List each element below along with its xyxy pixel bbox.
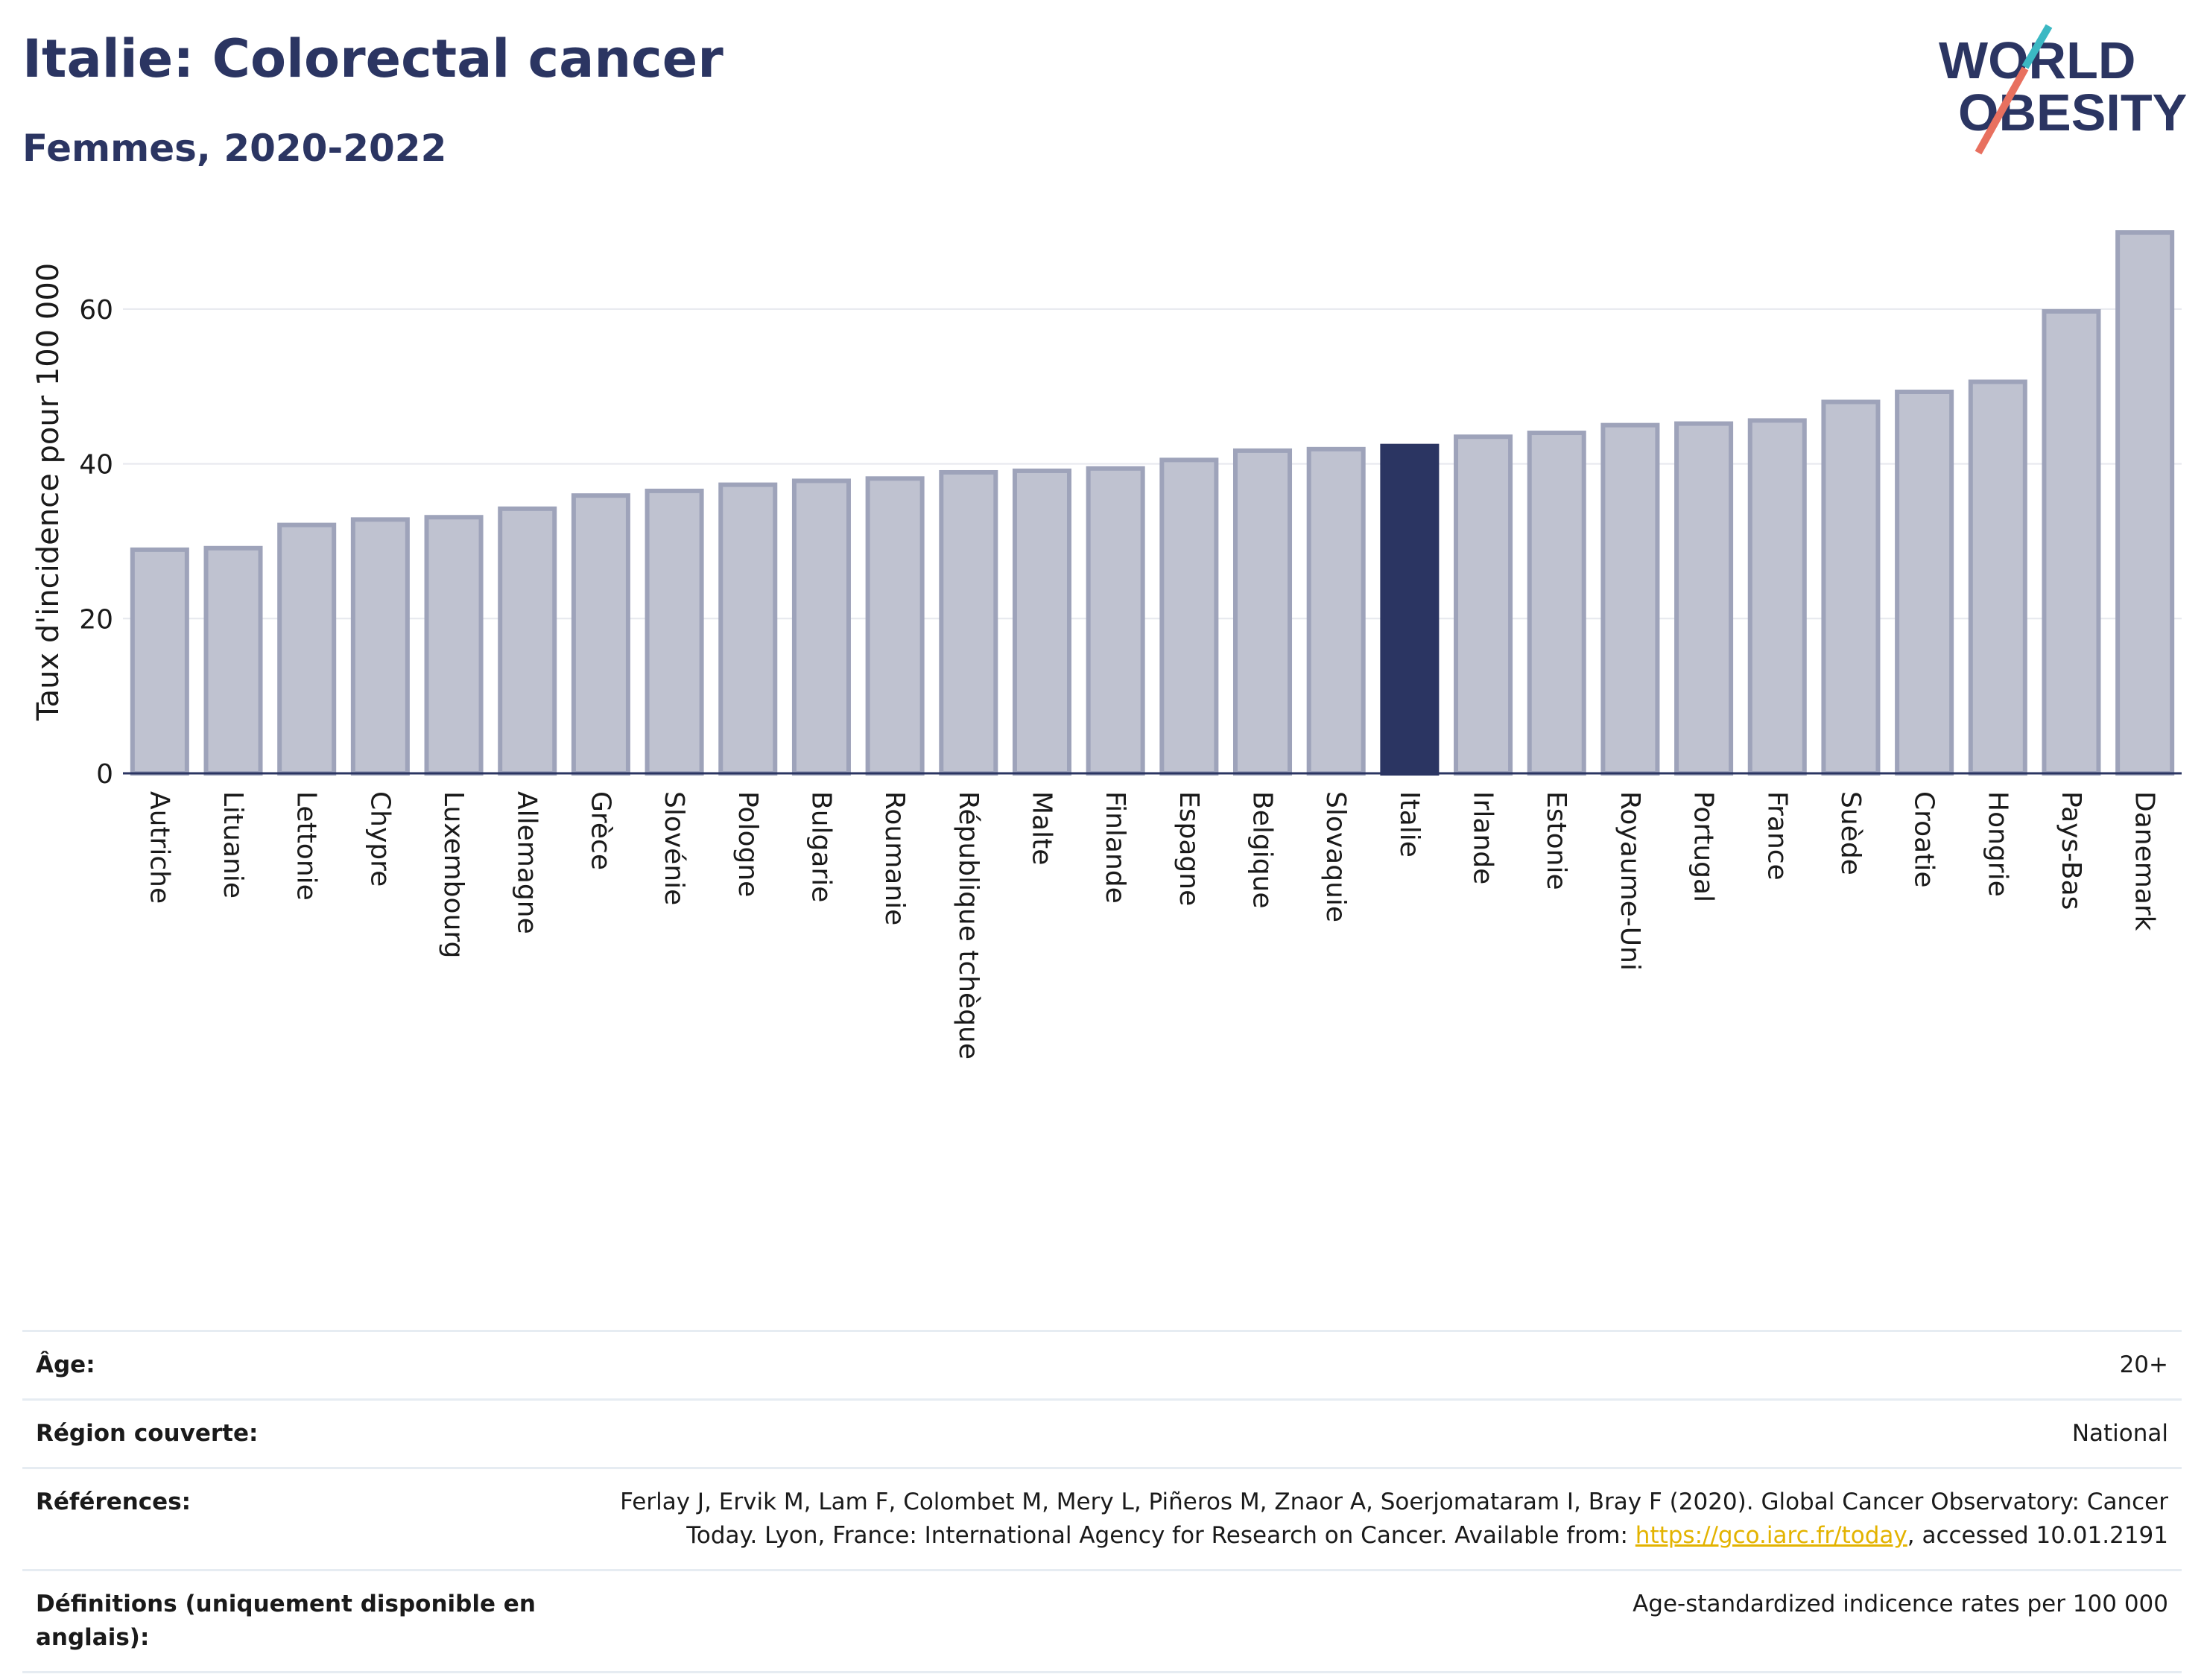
bar-lituanie [203, 545, 263, 776]
x-tick-label: Grèce [585, 791, 615, 870]
x-tick-label: Belgique [1247, 791, 1278, 909]
bar-autriche [130, 547, 189, 776]
x-tick-label: Pologne [732, 791, 763, 897]
bar-suède [1821, 399, 1881, 776]
references-text: Ferlay J, Ervik M, Lam F, Colombet M, Me… [620, 1488, 2168, 1549]
x-tick-label: Portugal [1688, 791, 1719, 902]
definitions-value: Age-standardized indicence rates per 100… [556, 1568, 2182, 1673]
references-link[interactable]: https://gco.iarc.fr/today [1635, 1521, 1907, 1549]
x-tick-label: Roumanie [879, 791, 910, 925]
logo-slash-teal [2021, 24, 2053, 69]
bar-finlande [1086, 466, 1145, 776]
info-row-age: Âge: 20+ [22, 1330, 2182, 1400]
info-row-references: Références: Ferlay J, Ervik M, Lam F, Co… [22, 1466, 2182, 1570]
x-tick-label: Finlande [1100, 791, 1130, 904]
x-tick-label: Estonie [1541, 791, 1571, 890]
x-tick-label: Lettonie [291, 791, 322, 901]
y-axis-label: Taux d'incidence pour 100 000 [31, 263, 66, 721]
bars [130, 230, 2175, 776]
bar-bulgarie [791, 478, 851, 776]
x-tick-label: République tchèque [953, 791, 984, 1059]
bar-grèce [571, 493, 630, 776]
x-tick-label: Espagne [1174, 791, 1204, 906]
x-tick-label: Hongrie [1982, 791, 2013, 897]
references-value: Ferlay J, Ervik M, Lam F, Colombet M, Me… [556, 1466, 2182, 1570]
logo-slash-coral [1975, 66, 2029, 155]
x-tick-label: Bulgarie [805, 791, 836, 902]
bar-slovaquie [1306, 446, 1366, 776]
references-label: Références: [22, 1466, 556, 1570]
bar-estonie [1527, 431, 1586, 776]
bar-hongrie [1968, 379, 2027, 776]
x-tick-label: Autriche [144, 791, 174, 904]
bar-roumanie [865, 476, 925, 776]
page-subtitle: Femmes, 2020-2022 [22, 127, 447, 170]
category-labels: Autriche Lituanie Lettonie Chypre Luxembourg… [144, 791, 2159, 1059]
x-tick-label: France [1761, 791, 1792, 881]
bar-france [1747, 418, 1807, 776]
x-tick-label: Slovénie [659, 791, 689, 905]
region-label: Région couverte: [22, 1398, 556, 1468]
x-tick-label: Malte [1026, 791, 1057, 865]
y-tick-label: 0 [96, 759, 113, 790]
bar-italie [1380, 443, 1440, 776]
y-tick-label: 40 [79, 450, 113, 481]
bar-danemark [2115, 230, 2175, 776]
bar-malte [1012, 468, 1071, 776]
y-tick-label: 20 [79, 604, 113, 635]
x-tick-label: Irlande [1468, 791, 1498, 884]
x-tick-label: Royaume-Uni [1615, 791, 1645, 971]
info-table: Âge: 20+ Région couverte: National Référ… [22, 1330, 2182, 1673]
bar-luxembourg [424, 515, 484, 776]
bar-chypre [350, 517, 410, 776]
x-tick-label: Chypre [364, 791, 395, 887]
bar-pologne [718, 482, 778, 776]
x-tick-label: Danemark [2129, 791, 2160, 931]
info-row-region: Région couverte: National [22, 1398, 2182, 1468]
bar-portugal [1674, 421, 1734, 776]
x-tick-label: Suède [1835, 791, 1866, 875]
x-tick-label: Lituanie [218, 791, 248, 898]
region-value: National [556, 1398, 2182, 1468]
bar-royaume-uni [1600, 422, 1660, 776]
info-row-definitions: Définitions (uniquement disponible en an… [22, 1568, 2182, 1673]
bar-allemagne [498, 506, 557, 776]
bar-irlande [1454, 434, 1513, 776]
page-title: Italie: Colorectal cancer [22, 28, 723, 89]
bar-lettonie [277, 522, 337, 776]
age-value: 20+ [556, 1330, 2182, 1400]
x-tick-label: Italie [1394, 791, 1425, 858]
definitions-label: Définitions (uniquement disponible en an… [22, 1568, 556, 1673]
y-tick-label: 60 [79, 295, 113, 326]
references-accessed: , accessed 10.01.2191 [1907, 1521, 2168, 1549]
bar-croatie [1895, 389, 1954, 776]
x-tick-label: Croatie [1909, 791, 1939, 888]
x-tick-label: Slovaquie [1320, 791, 1351, 922]
bar-espagne [1159, 457, 1219, 776]
x-tick-label: Pays-Bas [2056, 791, 2086, 910]
bar-république-tchèque [939, 469, 998, 776]
bar-slovénie [645, 488, 704, 776]
x-tick-label: Luxembourg [438, 791, 469, 958]
age-label: Âge: [22, 1330, 556, 1400]
world-obesity-logo: WORLD OBESITY [1939, 24, 2187, 155]
bar-belgique [1233, 448, 1293, 776]
x-tick-label: Allemagne [512, 791, 542, 934]
logo-line2: OBESITY [1958, 83, 2187, 142]
bar-chart: 0 20 40 60 Autriche Lituanie Lettonie Chypre Lu… [31, 230, 2182, 1059]
bar-pays-bas [2042, 308, 2101, 776]
